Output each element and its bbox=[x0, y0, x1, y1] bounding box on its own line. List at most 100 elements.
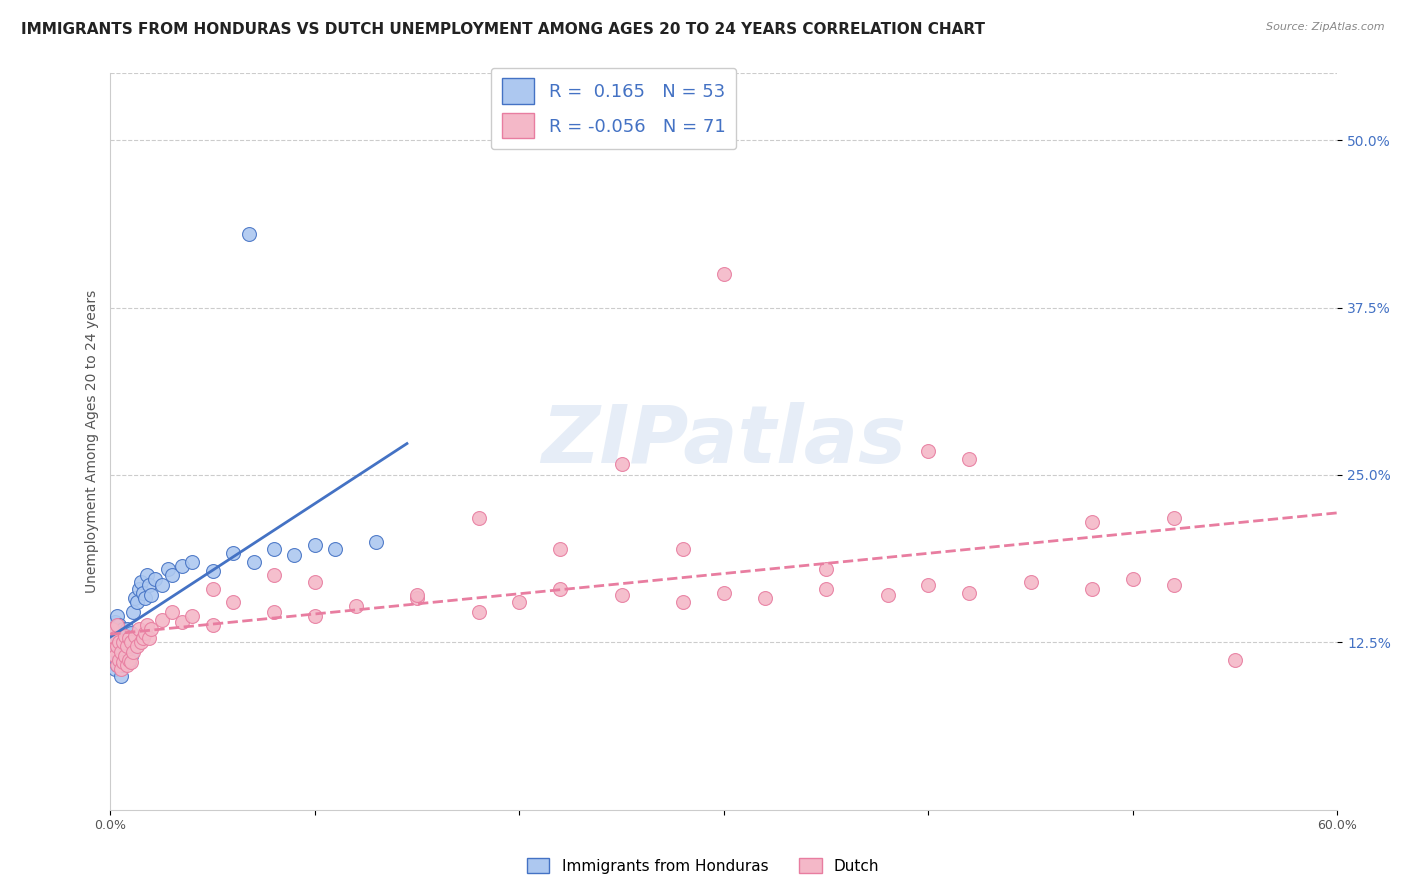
Point bbox=[118, 632, 141, 646]
Point bbox=[111, 635, 134, 649]
Point bbox=[170, 615, 193, 630]
Point bbox=[508, 595, 530, 609]
Point bbox=[138, 578, 160, 592]
Point bbox=[150, 613, 173, 627]
Point bbox=[110, 662, 132, 676]
Point bbox=[107, 640, 129, 654]
Point bbox=[610, 589, 633, 603]
Point bbox=[107, 635, 129, 649]
Point bbox=[201, 565, 224, 579]
Point bbox=[111, 622, 134, 636]
Text: IMMIGRANTS FROM HONDURAS VS DUTCH UNEMPLOYMENT AMONG AGES 20 TO 24 YEARS CORRELA: IMMIGRANTS FROM HONDURAS VS DUTCH UNEMPL… bbox=[21, 22, 986, 37]
Point bbox=[114, 629, 136, 643]
Point bbox=[114, 632, 136, 646]
Point bbox=[125, 595, 148, 609]
Point bbox=[105, 658, 128, 673]
Point bbox=[125, 640, 148, 654]
Point bbox=[1163, 510, 1185, 524]
Point bbox=[141, 622, 163, 636]
Point bbox=[1081, 582, 1104, 596]
Point bbox=[141, 589, 163, 603]
Point bbox=[107, 618, 129, 632]
Point bbox=[222, 595, 245, 609]
Point bbox=[238, 227, 260, 241]
Point bbox=[120, 626, 142, 640]
Point bbox=[222, 545, 245, 559]
Point bbox=[263, 605, 285, 619]
Point bbox=[136, 618, 159, 632]
Point bbox=[111, 642, 134, 657]
Point bbox=[138, 632, 160, 646]
Point bbox=[550, 541, 572, 556]
Point bbox=[103, 662, 125, 676]
Point bbox=[713, 267, 735, 281]
Point bbox=[101, 622, 124, 636]
Point bbox=[957, 586, 980, 600]
Point bbox=[344, 599, 367, 614]
Point bbox=[134, 626, 156, 640]
Point bbox=[467, 510, 489, 524]
Point bbox=[1019, 575, 1042, 590]
Point bbox=[114, 653, 136, 667]
Point bbox=[754, 591, 776, 606]
Point bbox=[132, 586, 155, 600]
Point bbox=[114, 648, 136, 663]
Point bbox=[160, 605, 183, 619]
Legend: Immigrants from Honduras, Dutch: Immigrants from Honduras, Dutch bbox=[520, 852, 886, 880]
Point bbox=[103, 648, 125, 663]
Point bbox=[181, 555, 204, 569]
Point bbox=[672, 541, 695, 556]
Point bbox=[101, 642, 124, 657]
Point bbox=[103, 632, 125, 646]
Point bbox=[101, 622, 124, 636]
Point bbox=[129, 575, 152, 590]
Point bbox=[467, 605, 489, 619]
Point bbox=[107, 653, 129, 667]
Point bbox=[610, 457, 633, 471]
Point bbox=[672, 595, 695, 609]
Point bbox=[129, 635, 152, 649]
Point bbox=[170, 559, 193, 574]
Point bbox=[105, 645, 128, 659]
Point bbox=[145, 573, 167, 587]
Point bbox=[1163, 578, 1185, 592]
Point bbox=[263, 568, 285, 582]
Point bbox=[304, 608, 326, 623]
Point bbox=[124, 629, 146, 643]
Point bbox=[120, 635, 142, 649]
Point bbox=[122, 645, 145, 659]
Point bbox=[105, 608, 128, 623]
Point bbox=[150, 578, 173, 592]
Point bbox=[876, 589, 898, 603]
Point bbox=[160, 568, 183, 582]
Point bbox=[118, 656, 141, 670]
Point bbox=[105, 658, 128, 673]
Point bbox=[134, 591, 156, 606]
Point bbox=[105, 618, 128, 632]
Point bbox=[128, 582, 150, 596]
Point bbox=[124, 591, 146, 606]
Point bbox=[111, 658, 134, 673]
Point bbox=[1223, 653, 1246, 667]
Text: ZIPatlas: ZIPatlas bbox=[541, 402, 907, 481]
Point bbox=[110, 629, 132, 643]
Point bbox=[103, 632, 125, 646]
Point bbox=[406, 589, 429, 603]
Point bbox=[118, 635, 141, 649]
Point bbox=[103, 648, 125, 663]
Point bbox=[917, 443, 939, 458]
Point bbox=[283, 548, 305, 562]
Point bbox=[815, 562, 838, 576]
Point bbox=[1122, 573, 1144, 587]
Point bbox=[110, 648, 132, 663]
Point bbox=[101, 648, 124, 663]
Point bbox=[115, 622, 138, 636]
Point bbox=[304, 575, 326, 590]
Point bbox=[120, 656, 142, 670]
Point bbox=[105, 629, 128, 643]
Point bbox=[815, 582, 838, 596]
Point bbox=[107, 653, 129, 667]
Point bbox=[115, 658, 138, 673]
Point bbox=[366, 534, 388, 549]
Point bbox=[115, 645, 138, 659]
